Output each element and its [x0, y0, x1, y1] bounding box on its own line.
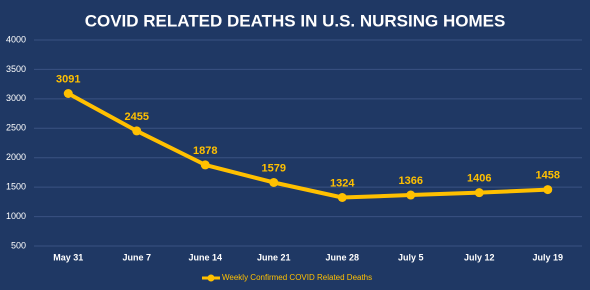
legend-label: Weekly Confirmed COVID Related Deaths: [222, 273, 372, 282]
y-tick-label: 2500: [6, 123, 26, 133]
data-point: [200, 160, 210, 170]
chart-title: COVID RELATED DEATHS IN U.S. NURSING HOM…: [85, 11, 506, 30]
data-point: [63, 89, 73, 99]
data-label: 1878: [193, 145, 217, 157]
x-tick-label: July 19: [532, 252, 563, 262]
x-tick-label: June 28: [325, 252, 359, 262]
legend-marker: [207, 274, 215, 282]
data-label: 1406: [467, 173, 491, 185]
data-point: [474, 188, 484, 198]
x-tick-label: July 5: [398, 252, 424, 262]
data-label: 1324: [330, 177, 355, 189]
y-tick-label: 1000: [6, 211, 26, 221]
data-point: [337, 193, 347, 203]
data-label: 1366: [399, 175, 423, 187]
data-point: [132, 126, 142, 136]
data-label: 1458: [536, 170, 560, 182]
x-tick-label: July 12: [464, 252, 495, 262]
data-point: [406, 190, 416, 200]
series-line: [67, 91, 548, 200]
data-label: 1579: [262, 162, 286, 174]
y-tick-label: 3500: [6, 64, 26, 74]
y-tick-label: 2000: [6, 152, 26, 162]
x-tick-label: June 7: [122, 252, 151, 262]
x-tick-label: June 14: [188, 252, 222, 262]
y-tick-label: 500: [11, 240, 26, 250]
y-tick-label: 1500: [6, 182, 26, 192]
data-label: 2455: [125, 111, 149, 123]
data-point: [269, 177, 279, 187]
y-tick-label: 4000: [6, 34, 26, 44]
data-label: 3091: [56, 73, 80, 85]
data-point: [543, 185, 553, 195]
y-tick-label: 3000: [6, 93, 26, 103]
x-tick-label: May 31: [53, 252, 83, 262]
x-tick-label: June 21: [257, 252, 291, 262]
